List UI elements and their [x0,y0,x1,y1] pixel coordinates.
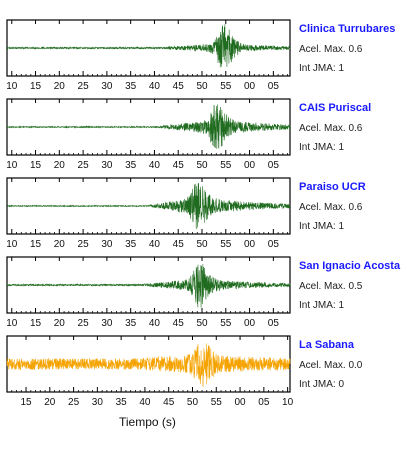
station-name: CAIS Puriscal [299,102,372,114]
x-tick-label: 30 [101,318,113,329]
x-tick-label: 10 [6,318,18,329]
x-tick-label: 15 [30,239,42,250]
jma-intensity-label: Int JMA: 1 [299,142,345,153]
x-tick-label: 45 [173,239,185,250]
x-tick-label: 30 [101,81,113,92]
x-tick-label: 35 [125,81,137,92]
x-tick-label: 50 [196,239,208,250]
panel-2: 10 15 20 25 30 35 40 45 50 55 00 05 [6,98,291,171]
x-tick-label: 30 [101,239,113,250]
x-tick-label: 50 [187,397,199,408]
waveform-trace [6,24,291,68]
x-tick-label: 45 [173,81,185,92]
jma-intensity-label: Int JMA: 1 [299,300,345,311]
acel-max-label: Acel. Max. 0.6 [299,123,363,134]
station-name: Clinica Turrubares [299,23,396,35]
x-tick-label: 05 [268,318,280,329]
acel-max-label: Acel. Max. 0.6 [299,44,363,55]
x-tick-label: 40 [149,160,161,171]
x-tick-label: 20 [54,160,66,171]
station-name: San Ignacio Acosta [299,260,401,272]
x-tick-label: 15 [30,160,42,171]
x-tick-label: 00 [244,160,256,171]
x-tick-label: 55 [220,160,232,171]
x-tick-label: 40 [139,397,151,408]
x-tick-label: 15 [30,81,42,92]
jma-intensity-label: Int JMA: 1 [299,63,345,74]
x-tick-label: 10 [6,81,18,92]
x-tick-label: 20 [54,239,66,250]
x-tick-label: 10 [6,160,18,171]
station-name: La Sabana [299,339,355,351]
x-tick-label: 25 [78,81,90,92]
waveform-trace [6,182,291,230]
x-tick-label: 30 [92,397,104,408]
acel-max-label: Acel. Max. 0.0 [299,360,363,371]
x-tick-label: 50 [196,318,208,329]
panel-3: 10 15 20 25 30 35 40 45 50 55 00 05 [6,177,291,250]
x-tick-label: 40 [149,318,161,329]
x-tick-label: 10 [6,239,18,250]
x-tick-label: 05 [268,160,280,171]
x-tick-label: 40 [149,239,161,250]
panel-4: 10 15 20 25 30 35 40 45 50 55 00 05 [6,256,291,329]
x-tick-label: 30 [101,160,113,171]
jma-intensity-label: Int JMA: 0 [299,379,345,390]
x-tick-label: 20 [54,318,66,329]
x-tick-label: 55 [220,239,232,250]
x-tick-label: 25 [78,318,90,329]
x-tick-label: 10 [282,397,294,408]
x-tick-label: 25 [68,397,80,408]
x-tick-label: 25 [78,160,90,171]
x-tick-label: 00 [244,318,256,329]
x-tick-label: 20 [54,81,66,92]
x-tick-label: 15 [30,318,42,329]
waveform-trace [6,264,291,308]
jma-intensity-label: Int JMA: 1 [299,221,345,232]
panel-1: 10 15 20 25 30 35 40 45 50 55 00 05 [6,19,291,92]
x-tick-label: 40 [149,81,161,92]
x-tick-label: 50 [196,81,208,92]
station-name: Paraiso UCR [299,181,366,193]
x-tick-label: 00 [244,81,256,92]
x-tick-label: 45 [173,160,185,171]
x-tick-label: 35 [116,397,128,408]
x-tick-label: 05 [258,397,270,408]
x-tick-label: 50 [196,160,208,171]
x-tick-label: 15 [20,397,32,408]
x-tick-label: 45 [163,397,175,408]
waveform-trace [6,104,291,149]
x-tick-label: 45 [173,318,185,329]
x-axis-title: Tiempo (s) [119,415,176,429]
x-tick-label: 25 [78,239,90,250]
acel-max-label: Acel. Max. 0.5 [299,281,363,292]
acel-max-label: Acel. Max. 0.6 [299,202,363,213]
x-tick-label: 00 [244,239,256,250]
x-tick-label: 35 [125,318,137,329]
x-tick-label: 05 [268,239,280,250]
x-tick-label: 00 [234,397,246,408]
waveform-trace [6,343,291,387]
x-tick-label: 55 [220,81,232,92]
x-tick-label: 55 [220,318,232,329]
x-tick-label: 20 [44,397,56,408]
x-tick-label: 55 [211,397,223,408]
panel-5: 15 20 25 30 35 40 45 50 55 00 05 10 [6,335,294,408]
x-tick-label: 35 [125,239,137,250]
x-tick-label: 05 [268,81,280,92]
x-tick-label: 35 [125,160,137,171]
